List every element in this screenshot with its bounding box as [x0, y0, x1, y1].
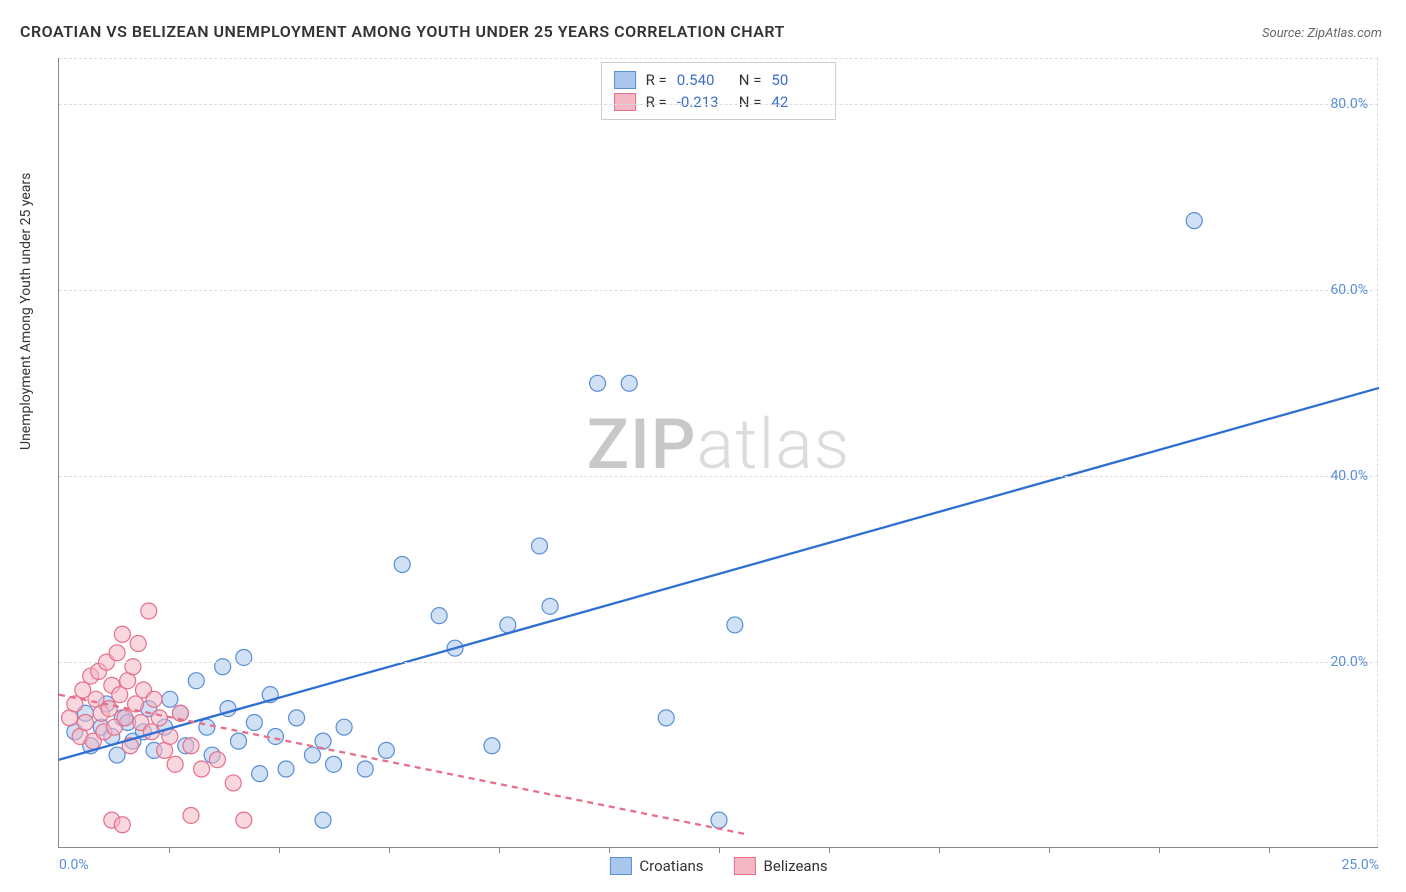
bottom-legend-label-0: Croatians [639, 857, 703, 875]
data-point [621, 375, 637, 391]
data-point [304, 747, 320, 763]
xtick-mark [939, 847, 940, 853]
grid-line-h [59, 476, 1378, 477]
bottom-legend: Croatians Belizeans [609, 857, 827, 875]
bottom-legend-item-croatians: Croatians [609, 857, 703, 875]
data-point [109, 645, 125, 661]
xtick-mark [829, 847, 830, 853]
data-point [188, 673, 204, 689]
data-point [246, 715, 262, 731]
data-point [531, 538, 547, 554]
plot-svg [59, 58, 1378, 847]
xtick-label: 0.0% [59, 857, 89, 873]
data-point [114, 626, 130, 642]
xtick-mark [279, 847, 280, 853]
data-point [278, 761, 294, 777]
grid-line-h [59, 662, 1378, 663]
data-point [151, 710, 167, 726]
data-point [162, 691, 178, 707]
data-point [658, 710, 674, 726]
ytick-label: 20.0% [1330, 654, 1368, 670]
trend-line [59, 388, 1379, 760]
data-point [236, 812, 252, 828]
data-point [252, 766, 268, 782]
data-point [484, 738, 500, 754]
data-point [231, 733, 247, 749]
data-point [167, 756, 183, 772]
chart-title: CROATIAN VS BELIZEAN UNEMPLOYMENT AMONG … [20, 22, 785, 41]
data-point [711, 812, 727, 828]
data-point [199, 719, 215, 735]
bottom-legend-label-1: Belizeans [764, 857, 828, 875]
data-point [146, 691, 162, 707]
xtick-mark [719, 847, 720, 853]
data-point [326, 756, 342, 772]
data-point [357, 761, 373, 777]
bottom-swatch-croatians [609, 857, 631, 875]
xtick-mark [1049, 847, 1050, 853]
ytick-label: 40.0% [1330, 468, 1368, 484]
data-point [77, 715, 93, 731]
data-point [289, 710, 305, 726]
y-axis-label: Unemployment Among Youth under 25 years [18, 173, 34, 450]
data-point [209, 752, 225, 768]
data-point [542, 598, 558, 614]
grid-line-h [59, 290, 1378, 291]
xtick-mark [609, 847, 610, 853]
data-point [194, 761, 210, 777]
data-point [431, 608, 447, 624]
xtick-mark [169, 847, 170, 853]
source-attribution: Source: ZipAtlas.com [1262, 26, 1382, 41]
data-point [112, 687, 128, 703]
data-point [141, 603, 157, 619]
data-point [183, 807, 199, 823]
data-point [1186, 213, 1202, 229]
data-point [225, 775, 241, 791]
bottom-swatch-belizeans [734, 857, 756, 875]
xtick-mark [1159, 847, 1160, 853]
data-point [394, 557, 410, 573]
ytick-label: 80.0% [1330, 96, 1368, 112]
bottom-legend-item-belizeans: Belizeans [734, 857, 828, 875]
data-point [315, 812, 331, 828]
xtick-mark [1269, 847, 1270, 853]
data-point [378, 742, 394, 758]
data-point [117, 710, 133, 726]
xtick-mark [499, 847, 500, 853]
data-point [130, 636, 146, 652]
data-point [727, 617, 743, 633]
xtick-label: 25.0% [1341, 857, 1379, 873]
data-point [114, 817, 130, 833]
data-point [336, 719, 352, 735]
data-point [315, 733, 331, 749]
xtick-mark [389, 847, 390, 853]
ytick-label: 60.0% [1330, 282, 1368, 298]
grid-line-h [59, 104, 1378, 105]
data-point [183, 738, 199, 754]
data-point [590, 375, 606, 391]
plot-area: ZIPatlas R = 0.540 N = 50 R = -0.213 N =… [58, 58, 1378, 848]
